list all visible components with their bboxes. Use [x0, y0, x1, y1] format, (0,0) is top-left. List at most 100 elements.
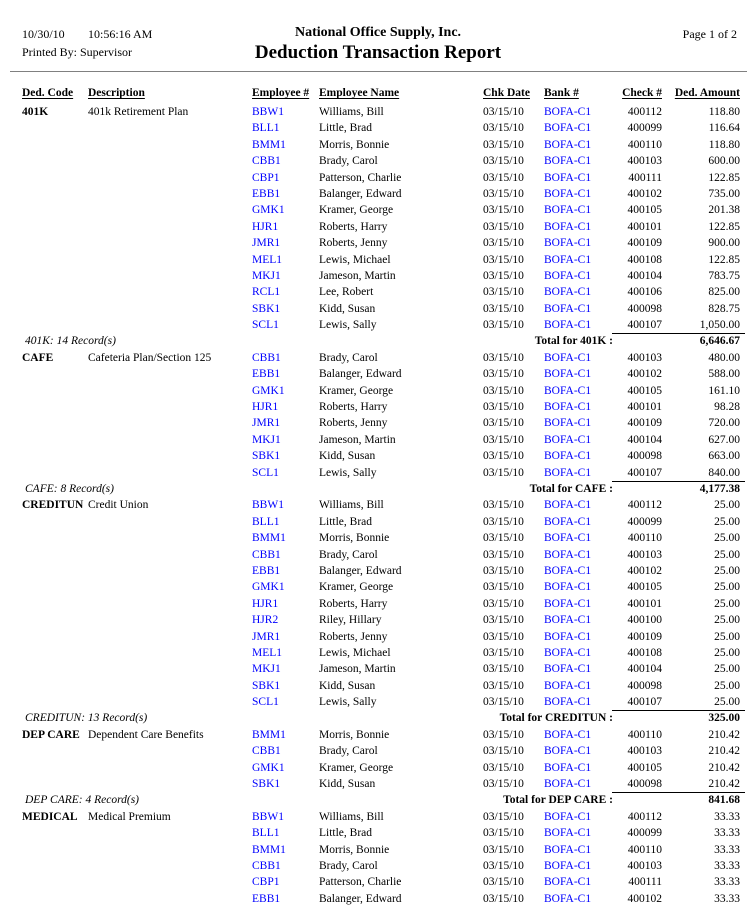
employee-number-link[interactable]: MKJ1	[252, 663, 281, 676]
check-date: 03/15/10	[483, 876, 524, 889]
employee-number-link[interactable]: CBB1	[252, 155, 281, 168]
employee-number-link[interactable]: JMR1	[252, 237, 281, 250]
employee-number-link[interactable]: JMR1	[252, 417, 281, 430]
bank-number-link[interactable]: BOFA-C1	[544, 450, 592, 463]
employee-number-link[interactable]: BBW1	[252, 499, 284, 512]
bank-number-link[interactable]: BOFA-C1	[544, 106, 592, 118]
bank-number-link[interactable]: BOFA-C1	[544, 417, 592, 430]
employee-number-link[interactable]: BMM1	[252, 138, 286, 151]
bank-number-link[interactable]: BOFA-C1	[544, 679, 592, 692]
deduction-amount: 201.38	[708, 204, 740, 217]
employee-number-link[interactable]: EBB1	[252, 368, 281, 381]
employee-number-link[interactable]: BLL1	[252, 827, 280, 840]
employee-number-link[interactable]: HJR1	[252, 220, 279, 233]
bank-number-link[interactable]: BOFA-C1	[544, 384, 592, 397]
bank-number-link[interactable]: BOFA-C1	[544, 368, 592, 381]
bank-number-link[interactable]: BOFA-C1	[544, 401, 592, 414]
employee-number-link[interactable]: BLL1	[252, 122, 280, 135]
bank-number-link[interactable]: BOFA-C1	[544, 630, 592, 643]
bank-number-link[interactable]: BOFA-C1	[544, 876, 592, 889]
employee-number-link[interactable]: CBB1	[252, 859, 281, 872]
bank-number-link[interactable]: BOFA-C1	[544, 728, 592, 741]
employee-number-link[interactable]: CBP1	[252, 876, 280, 889]
bank-number-link[interactable]: BOFA-C1	[544, 564, 592, 577]
employee-number-link[interactable]: SBK1	[252, 450, 281, 463]
bank-number-link[interactable]: BOFA-C1	[544, 433, 592, 446]
bank-number-link[interactable]: BOFA-C1	[544, 745, 592, 758]
employee-number-link[interactable]: CBP1	[252, 171, 280, 184]
employee-number-link[interactable]: SBK1	[252, 679, 281, 692]
bank-number-link[interactable]: BOFA-C1	[544, 237, 592, 250]
employee-number-link[interactable]: GMK1	[252, 204, 285, 217]
ded-code: 401K	[22, 106, 49, 118]
employee-number-link[interactable]: EBB1	[252, 564, 281, 577]
bank-number-link[interactable]: BOFA-C1	[544, 466, 592, 479]
employee-number-link[interactable]: MKJ1	[252, 433, 281, 446]
bank-number-link[interactable]: BOFA-C1	[544, 696, 592, 709]
bank-number-link[interactable]: BOFA-C1	[544, 220, 592, 233]
employee-number-link[interactable]: MEL1	[252, 253, 283, 266]
employee-number-link[interactable]: RCL1	[252, 286, 281, 299]
employee-number-link[interactable]: GMK1	[252, 581, 285, 594]
employee-number-link[interactable]: GMK1	[252, 761, 285, 774]
bank-number-link[interactable]: BOFA-C1	[544, 892, 592, 905]
employee-number-link[interactable]: SCL1	[252, 696, 279, 709]
employee-number-link[interactable]: CBB1	[252, 351, 281, 364]
employee-number-link[interactable]: SBK1	[252, 302, 281, 315]
bank-number-link[interactable]: BOFA-C1	[544, 155, 592, 168]
bank-number-link[interactable]: BOFA-C1	[544, 319, 592, 332]
employee-number-link[interactable]: BBW1	[252, 106, 284, 118]
bank-number-link[interactable]: BOFA-C1	[544, 859, 592, 872]
bank-number-link[interactable]: BOFA-C1	[544, 810, 592, 823]
bank-number-link[interactable]: BOFA-C1	[544, 581, 592, 594]
bank-number-link[interactable]: BOFA-C1	[544, 253, 592, 266]
employee-number-link[interactable]: JMR1	[252, 630, 281, 643]
section-total-label: Total for CREDITUN :	[499, 712, 613, 725]
employee-number-link[interactable]: BMM1	[252, 728, 286, 741]
employee-number-link[interactable]: EBB1	[252, 892, 281, 905]
bank-number-link[interactable]: BOFA-C1	[544, 204, 592, 217]
employee-number-link[interactable]: BLL1	[252, 515, 280, 528]
bank-number-link[interactable]: BOFA-C1	[544, 515, 592, 528]
employee-number-link[interactable]: GMK1	[252, 384, 285, 397]
employee-number-link[interactable]: MEL1	[252, 646, 283, 659]
col-header-chk-date: Chk Date	[483, 87, 530, 99]
employee-number-link[interactable]: BBW1	[252, 810, 284, 823]
employee-number-link[interactable]: CBB1	[252, 548, 281, 561]
bank-number-link[interactable]: BOFA-C1	[544, 122, 592, 135]
bank-number-link[interactable]: BOFA-C1	[544, 171, 592, 184]
check-number: 400109	[627, 237, 663, 250]
employee-number-link[interactable]: BMM1	[252, 843, 286, 856]
bank-number-link[interactable]: BOFA-C1	[544, 646, 592, 659]
table-row: SBK1 Kidd, Susan 03/15/10 BOFA-C1 400098…	[0, 776, 756, 792]
bank-number-link[interactable]: BOFA-C1	[544, 827, 592, 840]
bank-number-link[interactable]: BOFA-C1	[544, 843, 592, 856]
check-number: 400101	[627, 220, 663, 233]
employee-number-link[interactable]: SBK1	[252, 778, 281, 791]
bank-number-link[interactable]: BOFA-C1	[544, 548, 592, 561]
bank-number-link[interactable]: BOFA-C1	[544, 138, 592, 151]
employee-number-link[interactable]: EBB1	[252, 187, 281, 200]
bank-number-link[interactable]: BOFA-C1	[544, 269, 592, 282]
employee-number-link[interactable]: SCL1	[252, 319, 279, 332]
bank-number-link[interactable]: BOFA-C1	[544, 302, 592, 315]
table-row: BMM1 Morris, Bonnie 03/15/10 BOFA-C1 400…	[0, 530, 756, 546]
employee-number-link[interactable]: HJR2	[252, 614, 279, 627]
employee-number-link[interactable]: SCL1	[252, 466, 279, 479]
employee-number-link[interactable]: MKJ1	[252, 269, 281, 282]
employee-number-link[interactable]: CBB1	[252, 745, 281, 758]
bank-number-link[interactable]: BOFA-C1	[544, 286, 592, 299]
bank-number-link[interactable]: BOFA-C1	[544, 761, 592, 774]
bank-number-link[interactable]: BOFA-C1	[544, 614, 592, 627]
employee-number-link[interactable]: HJR1	[252, 401, 279, 414]
employee-number-link[interactable]: BMM1	[252, 532, 286, 545]
bank-number-link[interactable]: BOFA-C1	[544, 187, 592, 200]
bank-number-link[interactable]: BOFA-C1	[544, 499, 592, 512]
employee-number-link[interactable]: HJR1	[252, 597, 279, 610]
bank-number-link[interactable]: BOFA-C1	[544, 532, 592, 545]
bank-number-link[interactable]: BOFA-C1	[544, 778, 592, 791]
bank-number-link[interactable]: BOFA-C1	[544, 597, 592, 610]
bank-number-link[interactable]: BOFA-C1	[544, 351, 592, 364]
bank-number-link[interactable]: BOFA-C1	[544, 663, 592, 676]
check-date: 03/15/10	[483, 122, 524, 135]
